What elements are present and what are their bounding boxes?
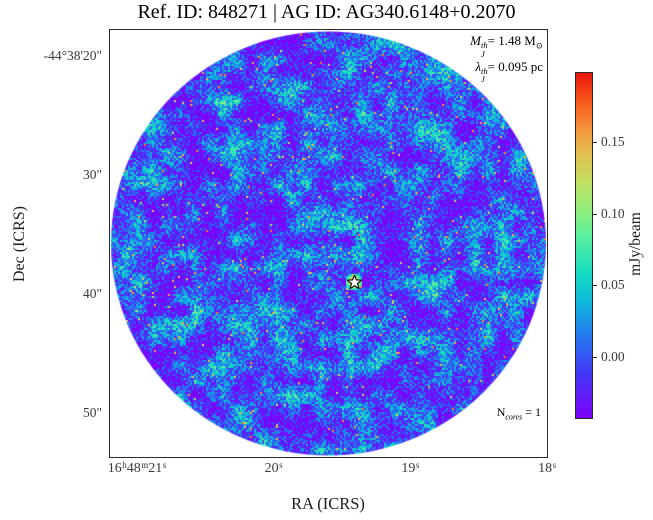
n-cores-annotation: Ncores = 1 [497,405,541,421]
colorbar-tick-mark [593,213,597,215]
colorbar-tick-mark [593,357,597,358]
colorbar-unit-label: mJy/beam [627,212,644,276]
x-axis-label: RA (ICRS) [291,494,365,513]
colorbar-tick-label: 0.05 [601,277,625,293]
x-tick-label: 18s [538,460,557,477]
figure-title: Ref. ID: 848271 | AG ID: AG340.6148+0.20… [137,1,516,23]
x-tick-label: 19s [401,460,420,477]
y-tick-label: 30" [82,167,102,182]
colorbar-tick-label: 0.00 [601,349,625,364]
colorbar-tick-label: 0.10 [601,205,625,221]
x-tick-label: 16h48m21s [107,460,167,477]
jeans-length: λ th J = 0.095 pc [475,58,543,85]
colorbar-tick-label: 0.15 [601,133,625,149]
x-axis-ticks: 16h48m21s 20s 19s 18s [0,460,653,484]
colorbar [575,72,593,419]
colorbar-ticks: 0.15 0.10 0.05 0.00 [593,0,653,520]
y-axis-ticks: -44°38'20" 30" 40" 50" [0,0,106,520]
colorbar-tick-mark [593,141,597,143]
colorbar-tick-mark [593,285,597,287]
y-tick-label: 50" [82,405,102,420]
x-tick-label: 20s [264,460,283,477]
y-tick-label: -44°38'20" [43,48,102,63]
y-tick-label: 40" [82,286,102,301]
n-cores-label: Ncores = 1 [496,405,541,422]
noise-map-image [110,30,547,457]
